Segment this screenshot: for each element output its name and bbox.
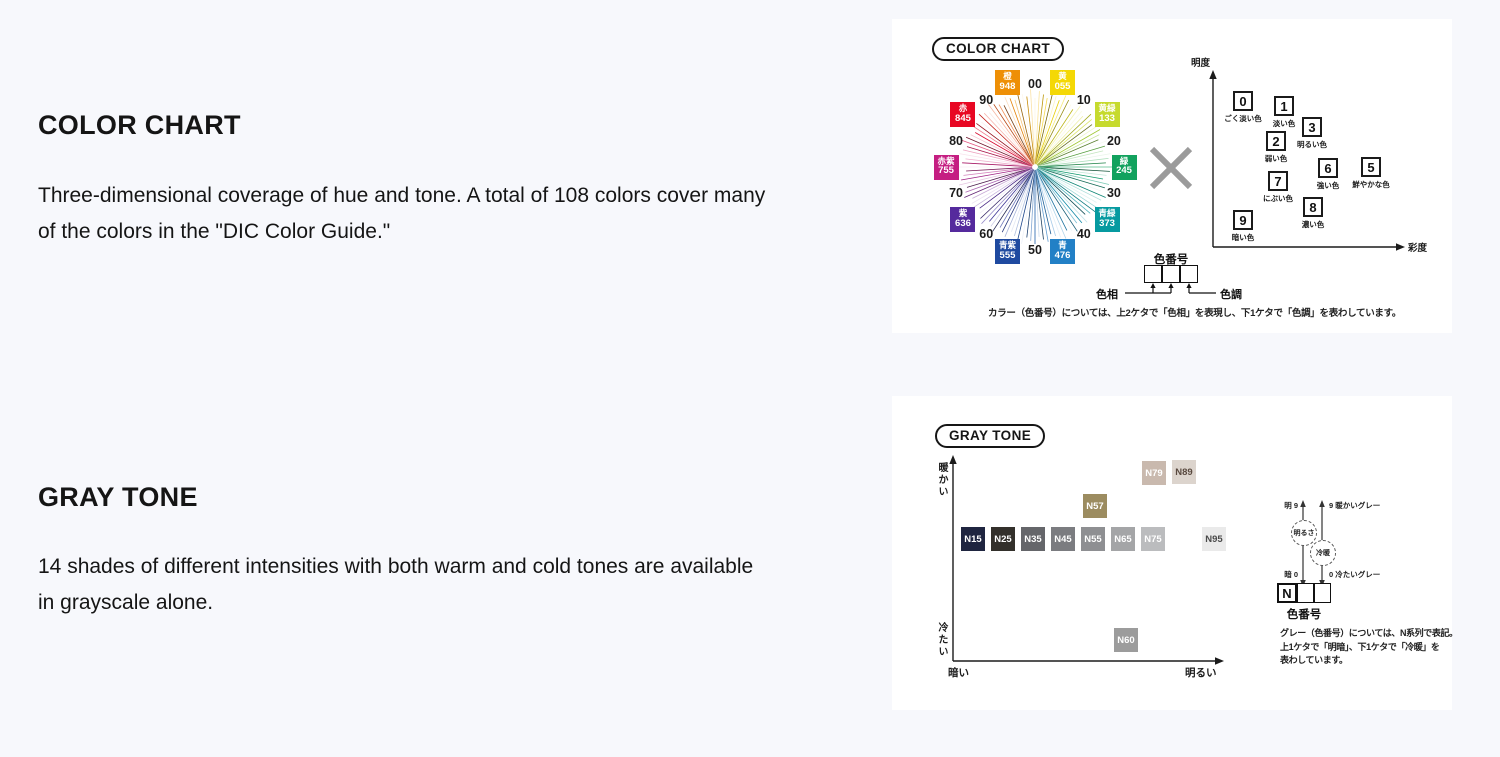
tone-digit-label: 色調 xyxy=(1220,289,1242,301)
tone-label-6: 強い色 xyxy=(1316,181,1340,190)
gray-code-title: 色番号 xyxy=(1286,609,1322,621)
tone-label-8: 濃い色 xyxy=(1301,220,1325,229)
hue-tick-70: 70 xyxy=(949,185,963,200)
gray-footnote-line: 表わしています。 xyxy=(1280,655,1348,665)
gray-footnote-line: グレー（色番号）については、N系列で表記。 xyxy=(1280,628,1458,638)
tone-box-8: 8 xyxy=(1303,197,1323,217)
tone-map-y-axis-title: 明度 xyxy=(1190,58,1210,69)
gray-tone-badge: GRAY TONE xyxy=(935,424,1046,448)
gray-code-box-2 xyxy=(1314,583,1331,603)
cold-gray-label: 0 冷たいグレー xyxy=(1329,570,1381,579)
tone-label-9: 暗い色 xyxy=(1231,233,1255,242)
hue-swatch-948: 橙 948 xyxy=(994,69,1020,95)
hue-tick-00: 00 xyxy=(1028,77,1042,91)
warm-axis-label: 暖かい xyxy=(936,462,947,498)
gray-tone-heading: GRAY TONE xyxy=(38,482,198,512)
hue-tick-60: 60 xyxy=(979,227,994,242)
color-code-box-1 xyxy=(1144,265,1162,283)
tone-label-0: ごく淡い色 xyxy=(1224,114,1262,123)
gray-code-box-1 xyxy=(1297,583,1314,603)
color-chart-description: Three-dimensional coverage of hue and to… xyxy=(38,178,765,250)
cold-axis-label: 冷たい xyxy=(936,622,947,658)
hue-swatch-845: 赤 845 xyxy=(950,102,976,128)
gray-swatch-N75: N75 xyxy=(1141,527,1165,551)
tone-label-3: 明るい色 xyxy=(1297,140,1327,149)
tone-label-1: 淡い色 xyxy=(1272,119,1296,128)
gray-swatch-N89: N89 xyxy=(1172,460,1196,484)
hue-tick-50: 50 xyxy=(1028,243,1042,257)
gray-footnote-line: 上1ケタで「明暗」、下1ケタで「冷暖」を xyxy=(1280,641,1440,652)
gray-swatch-N55: N55 xyxy=(1081,527,1105,551)
warmth-circle: 冷暖 xyxy=(1310,540,1336,566)
color-code-box-3 xyxy=(1180,265,1198,283)
tone-box-0: 0 xyxy=(1233,91,1253,111)
gray-swatch-N15: N15 xyxy=(961,527,985,551)
hue-tick-90: 90 xyxy=(979,92,994,107)
gray-swatch-N65: N65 xyxy=(1111,527,1135,551)
tone-label-7: にぶい色 xyxy=(1263,194,1293,203)
tone-label-2: 弱い色 xyxy=(1264,154,1288,163)
tone-box-2: 2 xyxy=(1266,131,1286,151)
hue-tick-10: 10 xyxy=(1076,92,1091,107)
color-chart-heading: COLOR CHART xyxy=(38,110,241,140)
hue-wheel-lines xyxy=(959,89,1113,244)
hue-swatch-476: 青 476 xyxy=(1050,239,1075,265)
paragraph-line: 14 shades of different intensities with … xyxy=(38,555,754,578)
gray-swatch-N79: N79 xyxy=(1142,461,1166,485)
hue-tick-30: 30 xyxy=(1106,185,1121,200)
hue-swatch-133: 黄緑 133 xyxy=(1094,102,1120,128)
bright-axis-label: 明るい xyxy=(1185,667,1217,679)
paragraph-line: Three-dimensional coverage of hue and to… xyxy=(38,184,766,207)
dark-0-label: 暗 0 xyxy=(1284,570,1298,579)
gray-tone-footnote: グレー（色番号）については、N系列で表記。 上1ケタで「明暗」、下1ケタで「冷暖」… xyxy=(1280,627,1458,668)
tone-box-6: 6 xyxy=(1318,158,1338,178)
hue-tick-80: 80 xyxy=(949,134,963,149)
hue-swatch-636: 紫 636 xyxy=(950,206,976,232)
tone-label-5: 鮮やかな色 xyxy=(1352,180,1390,189)
tone-map-axes xyxy=(1125,70,1405,294)
tone-box-9: 9 xyxy=(1233,210,1253,230)
hue-tick-40: 40 xyxy=(1076,227,1091,242)
hue-swatch-055: 黄 055 xyxy=(1050,69,1075,95)
bright-9-label: 明 9 xyxy=(1284,501,1298,510)
hue-swatch-245: 緑 245 xyxy=(1111,154,1137,180)
gray-swatch-N35: N35 xyxy=(1021,527,1045,551)
gray-tone-panel: GRAY TONE 暖かい 冷たい 暗い 明るい N15 N25 N35 N45 N55… xyxy=(892,396,1458,710)
gray-swatch-N57: N57 xyxy=(1083,494,1107,518)
multiply-icon xyxy=(1149,146,1193,190)
gray-swatch-N45: N45 xyxy=(1051,527,1075,551)
hue-tick-20: 20 xyxy=(1106,134,1121,149)
paragraph-line: in grayscale alone. xyxy=(38,591,214,614)
color-code-box-2 xyxy=(1162,265,1180,283)
color-chart-panel: COLOR CHART 橙 948 黄 055 黄緑 133 緑 245 青緑 373 青 476 青紫… xyxy=(892,19,1452,333)
tone-box-3: 3 xyxy=(1302,117,1322,137)
color-code-title: 色番号 xyxy=(1153,254,1189,266)
gray-swatch-N25: N25 xyxy=(991,527,1015,551)
hue-swatch-755: 赤紫 755 xyxy=(933,154,959,180)
brightness-circle: 明るさ xyxy=(1291,520,1317,546)
tone-box-7: 7 xyxy=(1268,171,1288,191)
warm-gray-label: 9 暖かいグレー xyxy=(1329,501,1381,510)
paragraph-line: of the colors in the "DIC Color Guide." xyxy=(38,220,391,243)
gray-swatch-N95: N95 xyxy=(1202,527,1226,551)
gray-tone-description: 14 shades of different intensities with … xyxy=(38,549,753,621)
hue-swatch-373: 青緑 373 xyxy=(1094,206,1120,232)
tone-box-5: 5 xyxy=(1361,157,1381,177)
dark-axis-label: 暗い xyxy=(948,667,969,679)
tone-box-1: 1 xyxy=(1274,96,1294,116)
hue-swatch-555: 青紫 555 xyxy=(994,239,1020,265)
color-chart-badge: COLOR CHART xyxy=(932,37,1065,61)
color-chart-footnote: カラー（色番号）については、上2ケタで「色相」を表現し、下1ケタで「色調」を表わ… xyxy=(988,308,1402,319)
n-prefix-box: N xyxy=(1277,583,1297,603)
gray-swatch-N60: N60 xyxy=(1114,628,1138,652)
hue-digits-label: 色相 xyxy=(1096,289,1118,301)
tone-map-x-axis-title: 彩度 xyxy=(1408,243,1428,254)
